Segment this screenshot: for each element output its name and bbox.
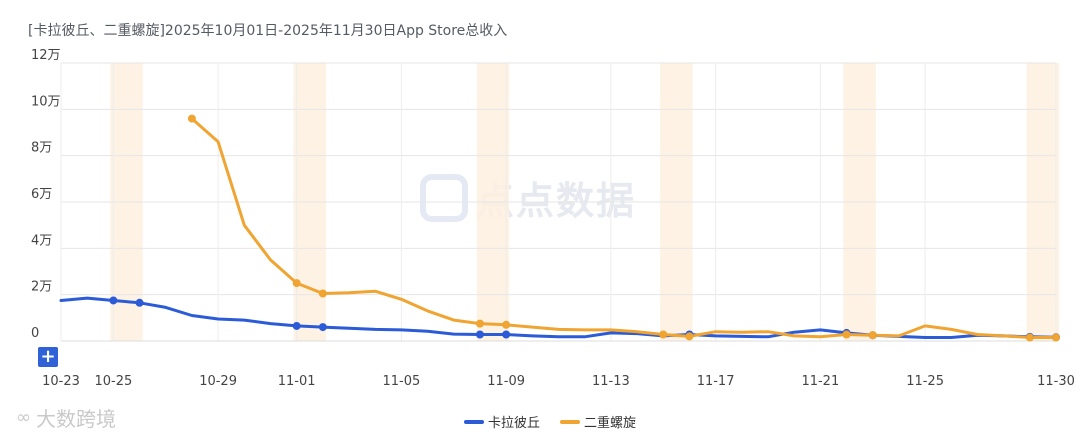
brand-text: 大数跨境 [36,407,116,431]
x-tick-label: 11-25 [906,374,944,389]
data-point[interactable] [502,330,511,339]
data-point[interactable] [475,319,484,328]
data-point[interactable] [1052,333,1060,342]
y-tick-label: 2万 [31,280,52,295]
x-tick-label: 11-13 [592,374,630,389]
data-point[interactable] [135,298,144,307]
series-markers [109,114,1060,342]
y-tick-label: 12万 [31,48,61,63]
legend: 卡拉彼丘 二重螺旋 [464,415,636,431]
legend-label[interactable]: 卡拉彼丘 [488,416,540,431]
series-lines [59,117,1058,339]
x-tick-label: 10-23 [42,374,80,389]
y-tick-label: 10万 [31,94,61,109]
y-tick-label: 0 [31,326,39,341]
data-point[interactable] [187,114,196,123]
chart-title: [卡拉彼丘、二重螺旋]2025年10月01日-2025年11月30日App St… [28,23,508,39]
data-point[interactable] [475,330,484,339]
data-point[interactable] [109,296,118,305]
y-tick-label: 8万 [31,141,52,156]
x-tick-label: 11-01 [278,374,316,389]
brand-logo-icon: ∞ [16,407,31,428]
x-tick-label: 11-09 [487,374,525,389]
y-tick-label: 6万 [31,187,52,202]
data-point[interactable] [685,332,694,341]
data-point[interactable] [842,330,851,339]
data-point[interactable] [318,289,327,298]
add-button[interactable]: + [38,347,58,367]
data-point[interactable] [502,320,511,329]
x-tick-label: 11-05 [383,374,421,389]
y-tick-label: 4万 [31,233,52,248]
data-point[interactable] [292,279,301,288]
data-point[interactable] [318,323,327,332]
data-point[interactable] [292,321,301,330]
x-axis-ticks: 10-23 10-25 10-29 11-01 11-05 11-09 11-13 11-17… [42,374,1075,389]
legend-label[interactable]: 二重螺旋 [584,415,636,431]
grid-lines [60,62,1057,342]
x-tick-label: 11-17 [697,374,735,389]
data-point[interactable] [1025,333,1034,342]
x-tick-label: 10-25 [94,374,132,389]
data-point[interactable] [659,330,668,339]
x-tick-label: 10-29 [199,374,237,389]
brand-logo: ∞ 大数跨境 [16,403,116,432]
series-line-erchongluoxuan [190,117,1058,339]
y-axis-ticks: 0 2万 4万 6万 8万 10万 12万 [31,48,61,341]
x-tick-label: 11-21 [801,374,839,389]
data-point[interactable] [868,331,877,340]
x-tick-label: 11-30 [1037,374,1075,389]
